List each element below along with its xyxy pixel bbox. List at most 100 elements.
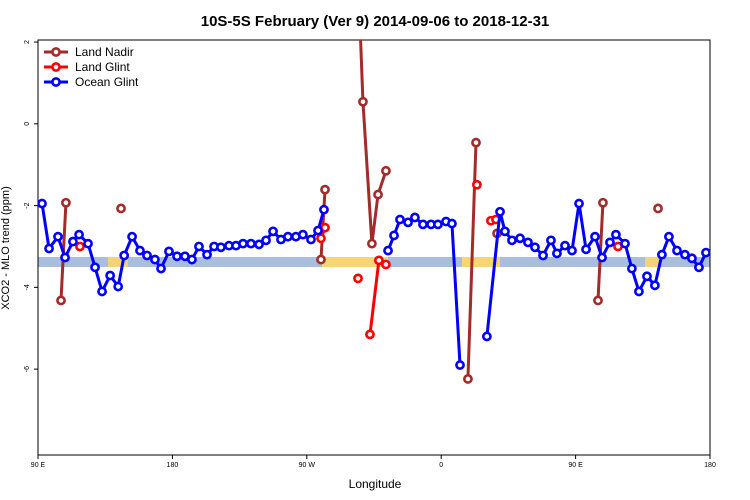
point <box>653 203 663 214</box>
point <box>97 286 107 297</box>
point <box>142 250 152 261</box>
point <box>664 231 674 242</box>
point <box>105 270 116 281</box>
point <box>246 238 256 249</box>
point <box>365 329 375 340</box>
point <box>353 273 363 284</box>
point <box>381 165 391 176</box>
point <box>75 241 85 252</box>
point <box>373 189 383 200</box>
point <box>523 237 533 248</box>
x-tick-label: 0 <box>439 462 443 469</box>
point <box>313 225 323 236</box>
point <box>463 374 473 384</box>
y-tick-label: 0 <box>24 122 31 126</box>
point <box>546 235 556 246</box>
x-tick-label: 180 <box>704 462 716 469</box>
point <box>560 240 570 251</box>
point <box>581 244 591 255</box>
point <box>381 259 391 270</box>
point <box>447 218 457 229</box>
point <box>672 245 682 256</box>
point <box>620 238 630 249</box>
point <box>471 137 481 148</box>
point <box>567 245 577 256</box>
point <box>374 255 384 266</box>
point <box>74 229 84 240</box>
point <box>254 239 264 250</box>
point <box>403 217 413 228</box>
x-tick-label: 180 <box>167 462 179 469</box>
point <box>538 250 548 261</box>
point <box>68 236 78 247</box>
legend-label: Land Glint <box>75 60 130 74</box>
point <box>316 233 326 244</box>
point <box>395 214 405 225</box>
point <box>306 234 316 245</box>
point <box>238 238 248 249</box>
point <box>164 246 174 257</box>
plot-area <box>38 0 710 384</box>
point <box>150 254 160 265</box>
point <box>383 245 393 256</box>
point <box>418 219 428 230</box>
point <box>687 253 697 264</box>
point <box>389 230 399 241</box>
x-tick-label: 90 E <box>568 462 583 469</box>
point <box>500 226 510 237</box>
point <box>495 206 505 217</box>
point <box>319 204 329 215</box>
point <box>56 295 66 306</box>
plot-frame <box>37 39 711 456</box>
point <box>680 249 690 260</box>
point <box>701 247 710 258</box>
point <box>320 184 330 195</box>
point <box>481 331 492 342</box>
point <box>593 295 603 306</box>
y-tick-label: -2 <box>24 202 31 208</box>
point <box>44 243 54 254</box>
point <box>515 233 525 244</box>
point <box>694 262 704 273</box>
legend-label: Ocean Glint <box>75 75 139 89</box>
point <box>574 198 584 209</box>
x-tick-label: 90 E <box>31 462 46 469</box>
point <box>83 238 93 249</box>
point <box>116 203 126 214</box>
point <box>598 197 608 208</box>
point <box>156 263 166 274</box>
point <box>642 271 652 282</box>
point <box>172 251 182 262</box>
legend-marker <box>51 62 61 72</box>
point <box>127 231 137 242</box>
point <box>113 281 124 292</box>
x-axis-label: Longitude <box>349 477 402 491</box>
point <box>268 226 278 237</box>
point <box>261 235 271 246</box>
point <box>657 249 667 260</box>
legend-marker <box>51 47 61 57</box>
point <box>507 235 517 246</box>
point <box>316 254 326 265</box>
point <box>194 241 204 252</box>
point <box>283 231 293 242</box>
point <box>552 248 562 259</box>
point <box>611 229 621 240</box>
point <box>597 252 607 263</box>
point <box>626 263 637 274</box>
point <box>410 212 420 223</box>
chart-title: 10S-5S February (Ver 9) 2014-09-06 to 20… <box>201 13 550 30</box>
point <box>298 229 308 240</box>
point <box>90 262 100 273</box>
point <box>455 360 465 370</box>
y-tick-label: -6 <box>24 366 31 372</box>
point <box>471 179 482 190</box>
point <box>135 245 145 256</box>
legend-label: Land Nadir <box>75 45 134 59</box>
point <box>367 238 377 249</box>
point <box>634 286 644 297</box>
point <box>530 242 540 253</box>
y-axis-label: XCO2 - MLO trend (ppm) <box>0 186 12 309</box>
point <box>60 252 70 263</box>
point <box>53 231 63 242</box>
